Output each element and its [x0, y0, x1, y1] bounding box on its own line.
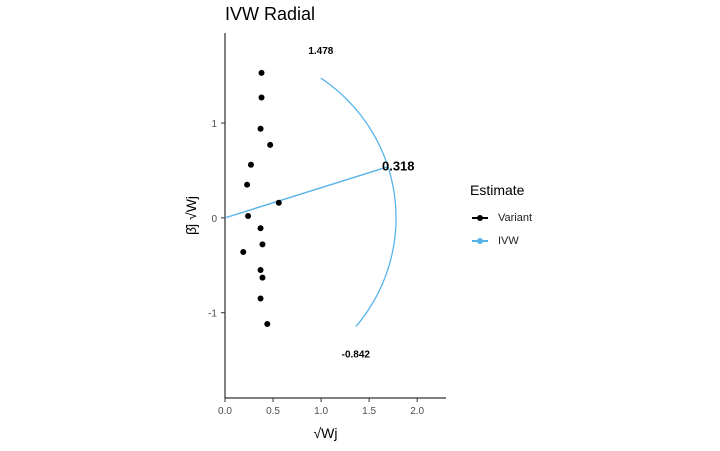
y-tick-label: 1: [211, 119, 217, 130]
variant-point: [259, 241, 266, 248]
arc-upper-label: 1.478: [308, 46, 333, 57]
variant-point: [259, 274, 266, 281]
x-tick-label: 1.0: [314, 406, 328, 417]
variant-point: [275, 199, 282, 206]
variant-point: [258, 69, 265, 76]
legend-item-variant: Variant: [470, 206, 532, 229]
variant-point: [267, 141, 274, 148]
variant-point: [257, 225, 264, 232]
variant-point: [245, 212, 252, 219]
legend-key-ivw: [470, 235, 490, 247]
y-tick-label: -1: [208, 309, 217, 320]
legend-label-ivw: IVW: [498, 234, 519, 247]
x-tick-label: 2.0: [410, 406, 424, 417]
variant-point: [257, 295, 264, 302]
chart-title: IVW Radial: [225, 4, 316, 24]
variant-point: [258, 94, 265, 101]
variant-point: [257, 267, 264, 274]
variant-point: [247, 161, 254, 168]
legend-item-ivw: IVW: [470, 229, 532, 252]
y-axis-title: β̂j √Wj: [183, 196, 199, 235]
marks: 1.478 -0.842 0.318: [224, 46, 415, 361]
y-tick-label: 0: [211, 214, 217, 225]
x-axis-title: √Wj: [313, 425, 337, 441]
variant-point: [257, 125, 264, 132]
legend: Estimate Variant IVW: [470, 182, 532, 252]
ivw-line: [224, 166, 389, 219]
legend-key-variant: [470, 212, 490, 224]
x-tick-label: 0.0: [218, 406, 232, 417]
axes: 0.0 0.5 1.0 1.5 2.0 -1 0 1 √Wj β̂j √Wj: [183, 33, 446, 441]
x-tick-label: 1.5: [362, 406, 376, 417]
legend-label-variant: Variant: [498, 211, 533, 224]
variant-point: [264, 321, 271, 328]
variant-point: [244, 181, 251, 188]
variant-point: [240, 249, 247, 255]
ivw-arc: [320, 77, 397, 327]
ivw-estimate-label: 0.318: [382, 159, 415, 174]
legend-title: Estimate: [470, 182, 525, 198]
x-tick-label: 0.5: [266, 406, 280, 417]
arc-lower-label: -0.842: [342, 350, 371, 361]
